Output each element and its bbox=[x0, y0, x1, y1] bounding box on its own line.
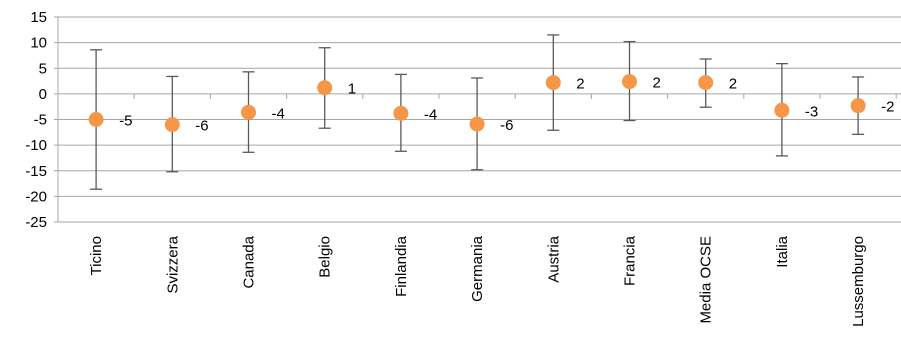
category-label: Canada bbox=[241, 235, 258, 288]
data-label: -5 bbox=[119, 113, 132, 130]
data-label: -3 bbox=[805, 103, 818, 120]
data-point bbox=[241, 104, 256, 120]
y-tick-label: -20 bbox=[25, 188, 47, 205]
y-tick-labels: 15 10 5 0 -5 -10 -15 -20 -25 bbox=[25, 9, 47, 231]
axes bbox=[54, 16, 901, 223]
data-label: 2 bbox=[729, 76, 737, 93]
data-label: -6 bbox=[500, 117, 513, 134]
y-tick-label: -25 bbox=[25, 214, 47, 231]
category-label: Finlandia bbox=[393, 235, 410, 297]
data-label: 2 bbox=[576, 76, 584, 93]
y-tick-label: -15 bbox=[25, 163, 47, 180]
y-tick-label: 0 bbox=[39, 86, 47, 103]
data-label: -4 bbox=[272, 105, 285, 122]
category-label: Lussemburgo bbox=[850, 236, 867, 327]
data-label: -2 bbox=[881, 99, 894, 116]
data-point bbox=[88, 112, 104, 127]
category-label: Svizzera bbox=[164, 235, 181, 293]
data-points bbox=[88, 74, 866, 133]
data-label: -6 bbox=[195, 118, 208, 135]
data-point bbox=[698, 75, 714, 91]
error-bars bbox=[90, 34, 865, 190]
data-point bbox=[469, 116, 485, 132]
category-label: Italia bbox=[774, 235, 791, 267]
data-point bbox=[317, 80, 333, 96]
data-point bbox=[622, 74, 637, 90]
data-point bbox=[545, 75, 561, 91]
data-label: -4 bbox=[424, 106, 437, 123]
y-tick-label: 10 bbox=[30, 35, 47, 52]
category-label: Francia bbox=[622, 235, 639, 286]
category-labels: Ticino Svizzera Canada Belgio Finlandia Germa… bbox=[88, 235, 867, 327]
y-tick-label: 15 bbox=[30, 9, 47, 26]
data-point bbox=[774, 102, 790, 118]
data-point bbox=[164, 117, 180, 133]
y-tick-label: -5 bbox=[34, 112, 47, 129]
data-labels: -5 -6 -4 1 -4 -6 2 2 2 -3 -2 bbox=[119, 75, 894, 135]
category-label: Austria bbox=[545, 235, 562, 282]
y-tick-label: 5 bbox=[39, 60, 47, 77]
data-label: 2 bbox=[653, 75, 661, 92]
data-point bbox=[850, 98, 866, 114]
y-tick-label: -10 bbox=[25, 137, 47, 154]
gridlines bbox=[58, 16, 901, 223]
category-label: Ticino bbox=[88, 236, 105, 275]
data-label: 1 bbox=[348, 81, 356, 98]
category-label: Germania bbox=[469, 235, 486, 302]
category-label: Belgio bbox=[317, 236, 334, 278]
data-point bbox=[393, 105, 409, 121]
category-label: Media OCSE bbox=[698, 236, 715, 324]
